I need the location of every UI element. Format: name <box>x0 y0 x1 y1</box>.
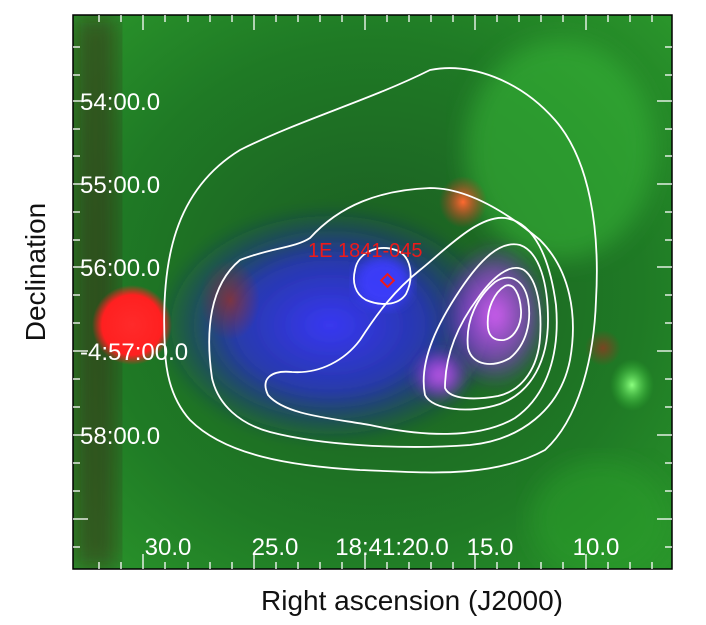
contour-level-6 <box>466 276 531 365</box>
contour-level-5 <box>444 267 542 400</box>
red-faint-patch <box>200 260 260 340</box>
dec-tick-label: 58:00.0 <box>80 423 160 450</box>
infrared-compact-source <box>439 176 487 228</box>
green-diffuse-emission <box>465 40 655 260</box>
xray-bright-shell <box>440 240 550 390</box>
contour-point-source <box>353 247 412 305</box>
plot-frame <box>72 14 673 570</box>
xray-knot <box>410 347 470 403</box>
green-bright-knot <box>610 359 654 411</box>
contour-level-4 <box>422 243 549 411</box>
dec-tick-label: -4:57:00.0 <box>80 339 188 366</box>
contour-level-7 <box>486 284 522 341</box>
top-ticks <box>98 15 653 30</box>
ra-tick-label: 15.0 <box>467 534 514 561</box>
sky-image: 1E 1841-045 <box>73 15 672 569</box>
right-ticks <box>657 46 672 548</box>
ra-tick-label: 25.0 <box>252 534 299 561</box>
source-position-marker <box>379 272 396 289</box>
ra-tick-label: 10.0 <box>573 534 620 561</box>
y-axis-title: Declination <box>20 203 51 342</box>
ra-tick-label: 30.0 <box>145 534 192 561</box>
left-ticks <box>73 46 88 548</box>
tick-marks <box>73 15 672 569</box>
dec-tick-label: 56:00.0 <box>80 255 160 282</box>
x-axis-title: Right ascension (J2000) <box>261 585 563 616</box>
contour-level-3 <box>264 217 558 435</box>
green-diffuse-emission-lower <box>530 460 670 569</box>
contour-level-1 <box>163 67 598 474</box>
dec-tick-label: 54:00.0 <box>80 89 160 116</box>
red-faint-source <box>585 330 621 366</box>
bottom-ticks <box>98 554 653 569</box>
source-label: 1E 1841-045 <box>308 240 423 262</box>
dec-tick-label: 55:00.0 <box>80 172 160 199</box>
infrared-bright-star <box>92 285 172 365</box>
contour-level-2 <box>208 187 574 448</box>
ra-tick-label: 18:41:20.0 <box>335 534 448 561</box>
contour-set <box>163 67 598 474</box>
